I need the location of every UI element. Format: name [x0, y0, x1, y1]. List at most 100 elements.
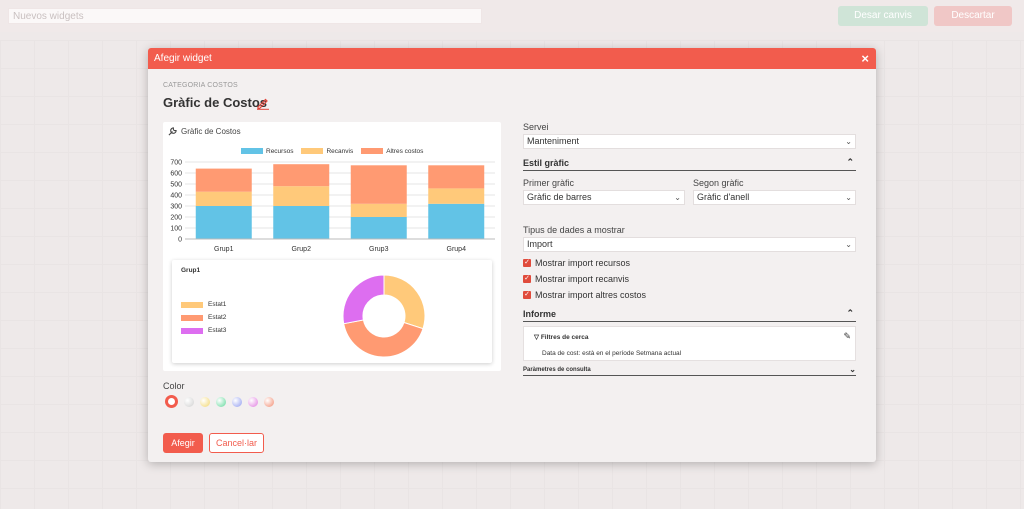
- servei-value: Manteniment: [527, 136, 580, 146]
- widget-title: Gràfic de Costos: [163, 95, 268, 110]
- check-import-recanvis[interactable]: ✓ Mostrar import recanvis: [523, 274, 629, 284]
- check-import-recursos[interactable]: ✓ Mostrar import recursos: [523, 258, 630, 268]
- bar-segment: [195, 168, 252, 192]
- servei-select[interactable]: Manteniment ⌄: [523, 134, 856, 149]
- checkbox-icon[interactable]: ✓: [523, 291, 531, 299]
- color-swatch[interactable]: [248, 396, 258, 407]
- pencil-icon[interactable]: ✎: [843, 331, 851, 341]
- color-swatch-selected[interactable]: [165, 395, 178, 408]
- pencil-icon[interactable]: [256, 96, 270, 110]
- legend-item: Estat2: [181, 311, 226, 324]
- segon-grafic-label: Segon gràfic: [693, 178, 744, 188]
- legend-label: Estat2: [208, 314, 227, 321]
- primer-grafic-select[interactable]: Gràfic de barres ⌄: [523, 190, 685, 205]
- close-icon[interactable]: ×: [861, 51, 869, 66]
- save-changes-button[interactable]: Desar canvis: [838, 6, 928, 26]
- checkbox-icon[interactable]: ✓: [523, 275, 531, 283]
- bar-segment: [273, 186, 330, 206]
- chevron-down-icon: ⌄: [845, 193, 852, 202]
- chevron-down-icon: ⌄: [845, 240, 852, 249]
- bar-segment: [428, 165, 485, 189]
- bar-segment: [195, 206, 252, 239]
- chevron-down-icon: ⌄: [845, 137, 852, 146]
- bar-segment: [273, 206, 330, 239]
- modal-header: Afegir widget ×: [148, 48, 876, 69]
- color-swatches: [165, 395, 274, 408]
- filter-description: Data de cost: està en el període Setmana…: [542, 350, 682, 357]
- legend-item: Recursos: [241, 148, 293, 155]
- legend-item: Recanvis: [301, 148, 353, 155]
- servei-label: Servei: [523, 122, 549, 132]
- filter-title-text: Filtres de cerca: [540, 334, 589, 341]
- query-params-label: Paràmetres de consulta: [523, 367, 591, 373]
- search-filters-card: ▽ Filtres de cerca Data de cost: està en…: [523, 326, 856, 361]
- filter-icon: ▽: [534, 334, 539, 341]
- legend-swatch: [181, 327, 203, 334]
- donut-title: Grup1: [181, 267, 201, 274]
- estil-grafic-section[interactable]: Estil gràfic ⌃: [523, 157, 856, 171]
- y-tick-label: 400: [170, 193, 182, 200]
- cancel-button[interactable]: Cancel·lar: [209, 433, 264, 453]
- check-label: Mostrar import altres costos: [535, 290, 647, 300]
- check-import-altres-costos[interactable]: ✓ Mostrar import altres costos: [523, 290, 646, 300]
- x-tick-label: Grup2: [292, 246, 312, 253]
- chevron-up-icon: ⌃: [846, 157, 854, 167]
- legend-swatch: [241, 148, 263, 155]
- tipus-dades-label: Tipus de dades a mostrar: [523, 225, 625, 235]
- primer-grafic-label: Primer gràfic: [523, 178, 575, 188]
- y-tick-label: 0: [178, 237, 182, 244]
- donut-chart-card: Grup1 Estat1 Estat2 Estat3: [172, 260, 492, 363]
- estil-grafic-heading: Estil gràfic: [523, 158, 570, 168]
- color-swatch[interactable]: [264, 396, 274, 407]
- chart-preview: Gràfic de Costos Recursos Recanvis Altres …: [163, 122, 501, 371]
- preview-title: Gràfic de Costos: [181, 127, 241, 136]
- bar-legend: Recursos Recanvis Altres costos: [241, 148, 423, 155]
- x-tick-label: Grup3: [369, 246, 389, 253]
- bar-segment: [350, 165, 407, 204]
- primer-grafic-value: Gràfic de barres: [527, 192, 592, 202]
- legend-swatch: [181, 314, 203, 321]
- donut-slice: [383, 274, 426, 330]
- add-widget-modal: Afegir widget × CATEGORIA COSTOS Gràfic …: [148, 48, 876, 462]
- legend-label: Estat1: [208, 301, 227, 308]
- tipus-dades-select[interactable]: Import ⌄: [523, 237, 856, 252]
- bar-segment: [428, 188, 485, 204]
- legend-label: Altres costos: [386, 148, 424, 155]
- legend-label: Recursos: [266, 148, 294, 155]
- legend-item: Altres costos: [361, 148, 423, 155]
- query-params-section[interactable]: Paràmetres de consulta ⌄: [523, 365, 856, 376]
- bar-segment: [273, 164, 330, 187]
- modal-title: Afegir widget: [154, 53, 212, 64]
- wrench-icon: [168, 127, 177, 136]
- donut-chart: [342, 274, 426, 358]
- segon-grafic-select[interactable]: Gràfic d'anell ⌄: [693, 190, 856, 205]
- donut-slice: [342, 274, 385, 325]
- color-swatch[interactable]: [232, 396, 242, 407]
- canvas-title-input[interactable]: Nuevos widgets: [8, 8, 482, 24]
- y-tick-label: 500: [170, 182, 182, 189]
- discard-button[interactable]: Descartar: [934, 6, 1012, 26]
- legend-item: Estat3: [181, 324, 226, 337]
- informe-section[interactable]: Informe ⌃: [523, 308, 856, 322]
- legend-item: Estat1: [181, 298, 226, 311]
- chevron-down-icon: ⌄: [849, 365, 856, 374]
- stacked-bar-chart: 0 100 200 300 400 500 600 700 Grup1 Grup2 Grup3 Gru…: [170, 160, 495, 253]
- y-tick-label: 700: [170, 160, 182, 167]
- checkbox-icon[interactable]: ✓: [523, 259, 531, 267]
- bar-segment: [195, 191, 252, 206]
- check-label: Mostrar import recanvis: [535, 274, 630, 284]
- color-swatch[interactable]: [184, 396, 194, 407]
- chevron-up-icon: ⌃: [846, 308, 854, 318]
- y-tick-label: 100: [170, 226, 182, 233]
- x-tick-label: Grup4: [447, 246, 467, 253]
- add-button[interactable]: Afegir: [163, 433, 203, 453]
- filter-title: ▽ Filtres de cerca: [534, 333, 589, 341]
- category-label: CATEGORIA COSTOS: [163, 82, 238, 89]
- color-label: Color: [163, 381, 185, 391]
- legend-swatch: [361, 148, 384, 155]
- color-swatch[interactable]: [200, 396, 210, 407]
- color-swatch[interactable]: [216, 396, 226, 407]
- bar-segment: [350, 217, 407, 239]
- legend-swatch: [301, 148, 324, 155]
- legend-swatch: [181, 301, 203, 308]
